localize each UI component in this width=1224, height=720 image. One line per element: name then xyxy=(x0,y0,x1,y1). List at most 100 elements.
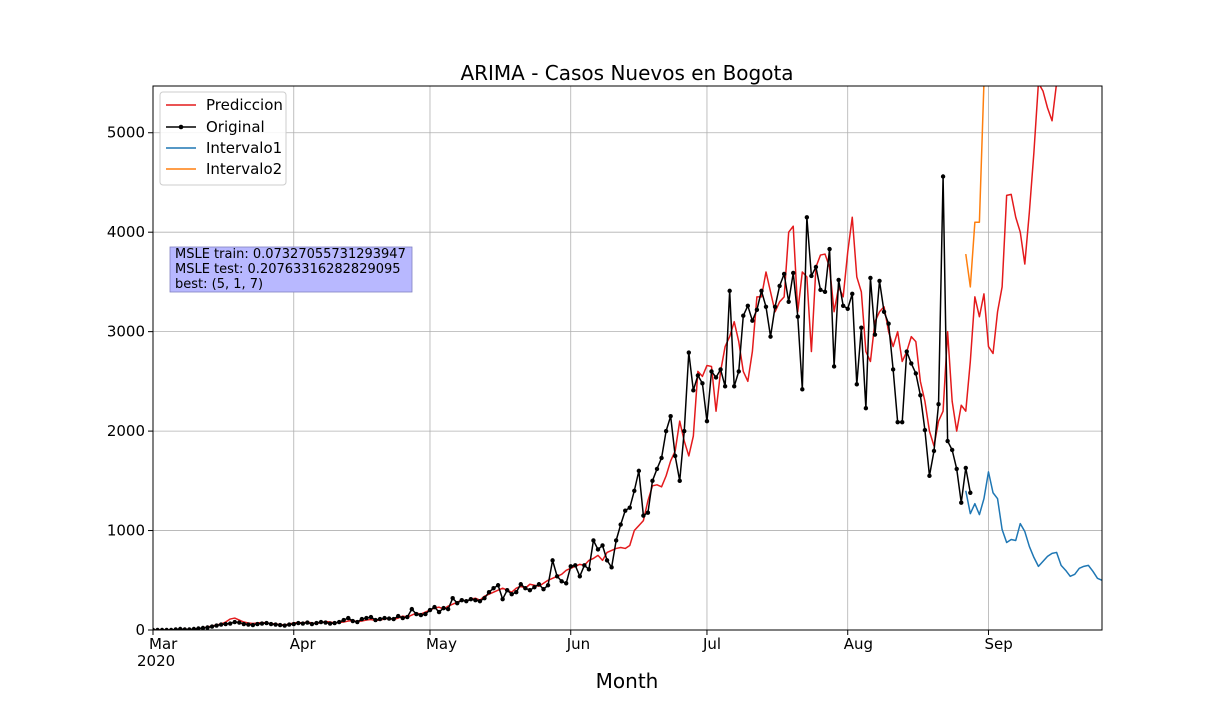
data-point-original xyxy=(768,334,773,339)
data-point-original xyxy=(840,303,846,308)
data-point-original xyxy=(355,619,360,625)
series-line-intervalo1 xyxy=(965,471,1102,581)
data-point-original xyxy=(178,626,183,630)
data-point-original xyxy=(368,614,374,620)
data-point-original xyxy=(373,617,378,623)
data-point-original xyxy=(241,621,247,627)
data-point-original xyxy=(432,604,437,610)
data-point-original xyxy=(346,615,351,621)
x-tick-label: Jul xyxy=(702,635,721,653)
data-point-original xyxy=(863,406,869,411)
data-point-original xyxy=(818,287,823,293)
data-point-original xyxy=(659,455,664,461)
data-point-original xyxy=(940,174,946,179)
data-point-original xyxy=(831,364,837,369)
legend: Prediccion Original Intervalo1 Intervalo… xyxy=(159,91,287,186)
data-point-original xyxy=(391,616,396,622)
data-point-original xyxy=(736,369,741,374)
data-point-original xyxy=(246,622,251,627)
data-point-original xyxy=(604,558,610,563)
data-point-original xyxy=(727,288,732,294)
data-point-original xyxy=(890,367,896,372)
data-point-original xyxy=(305,620,310,625)
data-point-original xyxy=(609,565,614,570)
data-point-original xyxy=(795,314,800,319)
data-point-original xyxy=(700,381,705,386)
data-point-original xyxy=(586,567,592,572)
data-point-original xyxy=(405,614,410,620)
data-point-original xyxy=(741,313,746,318)
plot-frame xyxy=(152,85,1103,631)
data-point-original xyxy=(382,615,387,621)
data-point-original xyxy=(763,304,769,309)
data-point-original xyxy=(718,367,723,372)
y-tick-label: 0 xyxy=(135,621,145,639)
data-point-original xyxy=(641,513,646,518)
data-point-original xyxy=(786,299,791,305)
series-line-intervalo2 xyxy=(965,86,985,288)
data-point-original xyxy=(881,309,887,314)
data-point-original xyxy=(750,318,755,323)
data-point-original xyxy=(595,547,601,552)
data-point-original xyxy=(691,388,696,393)
legend-item-intervalo2: Intervalo2 xyxy=(166,160,282,178)
data-point-original xyxy=(282,623,287,628)
data-point-original xyxy=(409,606,415,612)
data-point-original xyxy=(781,271,787,277)
legend-label-intervalo1: Intervalo1 xyxy=(206,139,282,157)
data-point-original xyxy=(613,538,619,543)
data-point-original xyxy=(636,468,642,474)
legend-item-prediccion: Prediccion xyxy=(166,96,283,114)
data-point-original xyxy=(291,621,296,627)
data-point-original xyxy=(600,543,605,548)
data-point-original xyxy=(459,597,464,603)
data-point-original xyxy=(227,621,233,626)
legend-label-prediccion: Prediccion xyxy=(206,96,283,114)
data-point-original xyxy=(704,418,710,424)
legend-item-original: Original xyxy=(166,118,265,136)
data-point-original xyxy=(850,291,855,297)
data-point-original xyxy=(822,289,828,295)
data-point-original xyxy=(695,373,701,378)
data-point-original xyxy=(237,620,242,625)
data-point-original xyxy=(591,538,596,543)
x-axis-label: Month xyxy=(596,669,659,693)
data-point-original xyxy=(436,609,442,615)
legend-label-intervalo2: Intervalo2 xyxy=(206,160,282,178)
data-point-original xyxy=(223,621,228,627)
data-point-original xyxy=(450,595,455,601)
data-point-original xyxy=(931,448,937,454)
data-point-original xyxy=(273,622,278,627)
legend-label-original: Original xyxy=(206,118,265,136)
series-layer xyxy=(153,86,1102,630)
data-point-original xyxy=(327,621,333,626)
data-point-original xyxy=(491,586,496,591)
data-point-original xyxy=(509,592,514,597)
data-point-original xyxy=(168,627,174,630)
data-point-original xyxy=(359,616,365,622)
data-point-original xyxy=(577,574,583,579)
data-point-original xyxy=(754,307,760,312)
data-point-original xyxy=(259,621,265,626)
data-point-original xyxy=(677,478,682,484)
x-tick-label: Aug xyxy=(844,635,873,653)
data-point-original xyxy=(732,384,737,389)
data-point-original xyxy=(772,304,778,309)
data-point-original xyxy=(545,583,551,588)
data-point-original xyxy=(523,586,528,591)
data-point-original xyxy=(336,619,342,625)
data-point-original xyxy=(804,215,810,220)
data-point-original xyxy=(836,277,841,283)
data-point-original xyxy=(196,626,201,630)
data-point-original xyxy=(264,620,269,626)
data-point-original xyxy=(877,278,882,284)
data-point-original xyxy=(441,605,446,611)
x-tick-sublabel: 2020 xyxy=(137,652,175,670)
data-point-original xyxy=(427,607,433,613)
data-point-original xyxy=(250,622,256,628)
data-point-original xyxy=(527,588,533,593)
data-point-original xyxy=(155,627,160,630)
data-point-original xyxy=(464,598,469,604)
data-point-original xyxy=(886,321,891,326)
